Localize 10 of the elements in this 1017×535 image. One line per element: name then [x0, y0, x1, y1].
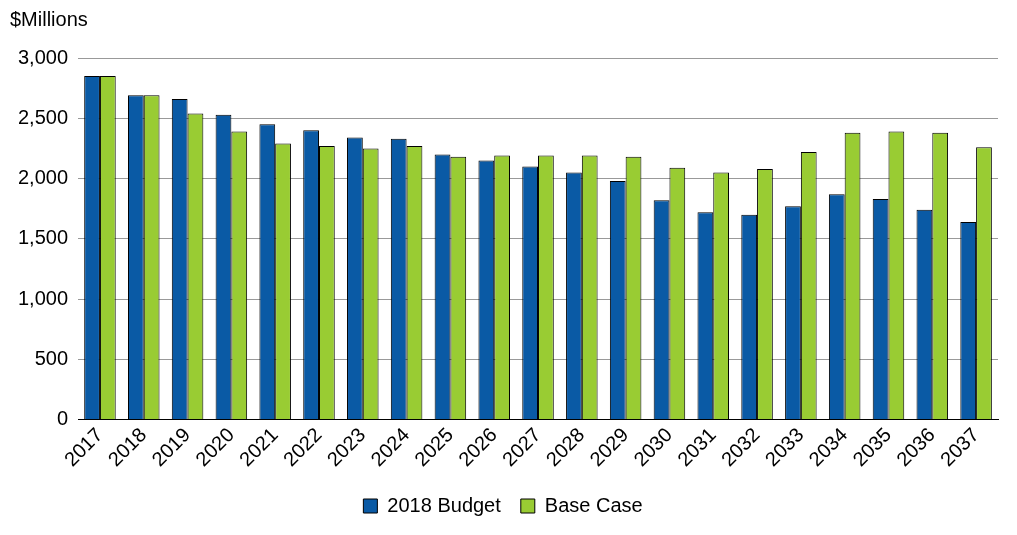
- y-tick-label: 3,000: [17, 45, 69, 68]
- y-axis-title: $Millions: [9, 8, 89, 32]
- legend-label: Base Case: [544, 493, 643, 516]
- y-tick-label: 2,500: [17, 105, 69, 128]
- y-tick-label: 2,000: [17, 166, 69, 189]
- y-tick-label: 500: [34, 346, 69, 369]
- y-tick-label: 1,000: [17, 286, 69, 309]
- y-tick-label: 0: [56, 407, 69, 430]
- legend-label: 2018 Budget: [387, 493, 502, 516]
- y-tick-label: 1,500: [17, 226, 69, 249]
